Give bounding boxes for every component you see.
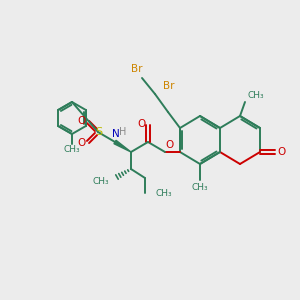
Text: S: S [95,127,103,137]
Text: CH₃: CH₃ [155,188,172,197]
Text: CH₃: CH₃ [192,182,208,191]
Text: O: O [278,147,286,157]
Polygon shape [114,140,131,152]
Text: O: O [77,116,85,126]
Text: O: O [166,140,174,150]
Text: CH₃: CH₃ [64,146,80,154]
Text: O: O [77,138,85,148]
Text: CH₃: CH₃ [92,176,109,185]
Text: Br: Br [131,64,143,74]
Text: O: O [137,119,145,129]
Text: Br: Br [163,81,175,91]
Text: N: N [112,129,120,139]
Text: H: H [119,127,127,137]
Text: CH₃: CH₃ [248,92,265,100]
